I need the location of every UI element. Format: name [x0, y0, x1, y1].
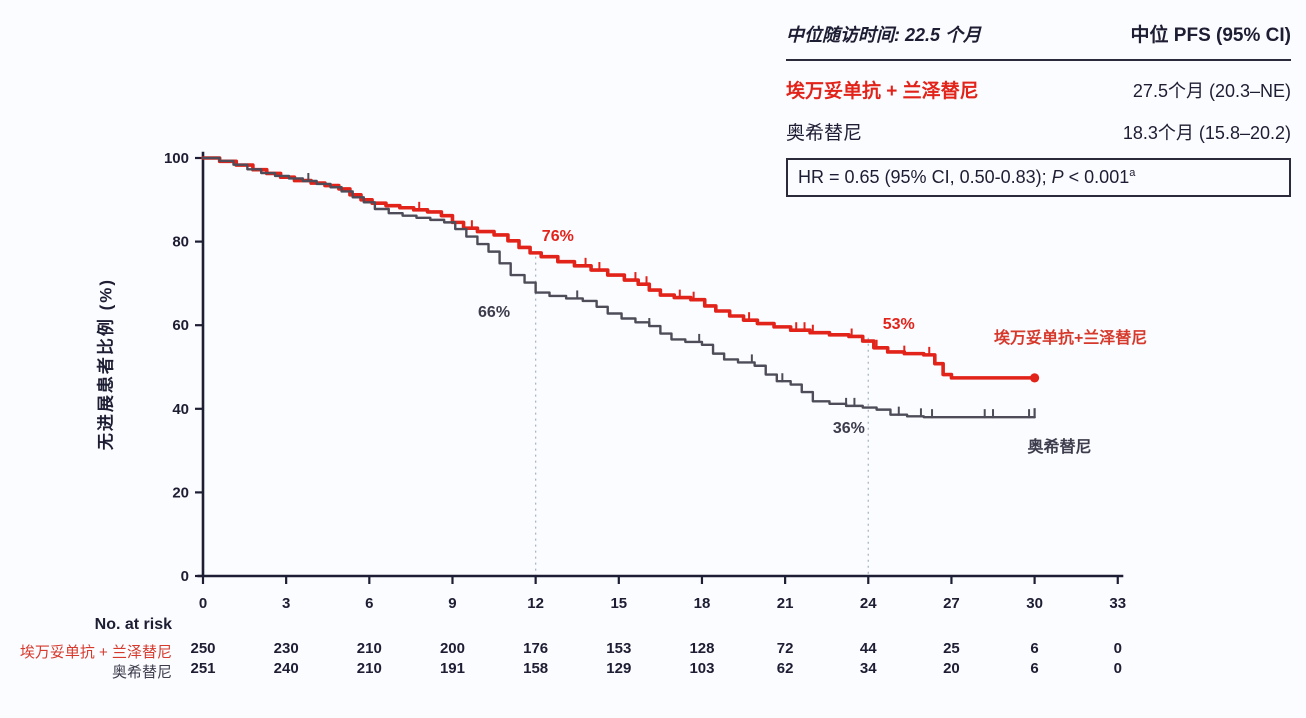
at-risk-value: 25 — [943, 640, 960, 657]
at-risk-value: 210 — [356, 660, 382, 677]
at-risk-value: 230 — [273, 640, 299, 657]
at-risk-value: 200 — [439, 640, 465, 657]
landmark-12m-ami-laz: 76% — [541, 227, 574, 245]
x-tick-label: 3 — [282, 595, 290, 612]
landmark-12m-osimertinib: 66% — [478, 304, 511, 322]
summary-header: 中位随访时间: 22.5 个月 中位 PFS (95% CI) — [786, 20, 1291, 61]
at-risk-label-ami-laz: 埃万妥单抗 + 兰泽替尼 — [19, 644, 172, 661]
at-risk-value: 240 — [273, 660, 299, 677]
at-risk-value: 0 — [1113, 660, 1122, 677]
at-risk-value: 72 — [776, 640, 794, 657]
summary-row-ami-laz: 埃万妥单抗 + 兰泽替尼 27.5个月 (20.3–NE) — [786, 76, 1291, 103]
at-risk-value: 128 — [689, 640, 715, 657]
y-tick-label: 20 — [172, 484, 189, 501]
hr-footnote-marker: a — [1129, 167, 1136, 179]
y-tick-label: 60 — [172, 317, 189, 334]
landmark-24m-ami-laz: 53% — [882, 316, 915, 334]
median-pfs-header: 中位 PFS (95% CI) — [1130, 25, 1291, 46]
at-risk-value: 191 — [439, 660, 465, 677]
at-risk-value: 210 — [356, 640, 382, 657]
at-risk-value: 44 — [859, 640, 877, 657]
x-tick-label: 12 — [527, 595, 544, 612]
at-risk-value: 153 — [606, 640, 632, 657]
x-tick-label: 21 — [777, 595, 794, 612]
curve-label-ami-laz: 埃万妥单抗+兰泽替尼 — [993, 330, 1148, 348]
x-tick-label: 27 — [943, 595, 960, 612]
at-risk-value: 0 — [1113, 640, 1122, 657]
km-curve-osimertinib — [201, 156, 1036, 419]
x-tick-label: 9 — [448, 595, 456, 612]
treatment-name-ami-laz: 埃万妥单抗 + 兰泽替尼 — [786, 81, 979, 102]
x-tick-label: 0 — [199, 595, 207, 612]
x-tick-label: 18 — [694, 595, 711, 612]
y-tick-label: 80 — [172, 234, 189, 251]
treatment-pfs-osimertinib: 18.3个月 (15.8–20.2) — [1122, 123, 1291, 143]
at-risk-value: 34 — [859, 660, 877, 677]
at-risk-value: 6 — [1030, 640, 1039, 657]
treatment-name-osimertinib: 奥希替尼 — [786, 123, 863, 144]
summary-row-osimertinib: 奥希替尼 18.3个月 (15.8–20.2) — [786, 118, 1291, 145]
curve-label-osimertinib: 奥希替尼 — [1027, 439, 1092, 457]
x-tick-label: 33 — [1109, 595, 1126, 612]
at-risk-header: No. at risk — [94, 616, 172, 633]
x-tick-label: 30 — [1026, 595, 1043, 612]
y-axis-title: 无进展患者比例 (%) — [96, 277, 116, 451]
y-tick-label: 40 — [172, 401, 189, 418]
at-risk-value: 103 — [689, 660, 715, 677]
summary-panel: 中位随访时间: 22.5 个月 中位 PFS (95% CI) 埃万妥单抗 + … — [786, 20, 1291, 197]
at-risk-value: 251 — [190, 660, 216, 677]
at-risk-value: 129 — [606, 660, 632, 677]
at-risk-value: 176 — [523, 640, 549, 657]
y-tick-label: 100 — [164, 150, 189, 167]
at-risk-value: 20 — [943, 660, 960, 677]
landmark-24m-osimertinib: 36% — [832, 419, 865, 437]
x-tick-label: 24 — [860, 595, 877, 612]
treatment-pfs-ami-laz: 27.5个月 (20.3–NE) — [1132, 81, 1291, 101]
curve-end-dot — [1030, 373, 1040, 383]
y-tick-label: 0 — [181, 568, 189, 585]
x-tick-label: 15 — [610, 595, 627, 612]
hr-p-symbol: P — [1051, 167, 1064, 187]
at-risk-value: 62 — [776, 660, 794, 677]
median-followup-label: 中位随访时间: 22.5 个月 — [786, 25, 982, 45]
x-tick-label: 6 — [365, 595, 373, 612]
at-risk-value: 6 — [1030, 660, 1039, 677]
hr-text: HR = 0.65 (95% CI, 0.50-0.83); — [798, 167, 1052, 187]
at-risk-label-osimertinib: 奥希替尼 — [111, 664, 172, 681]
at-risk-value: 158 — [523, 660, 549, 677]
hazard-ratio-box: HR = 0.65 (95% CI, 0.50-0.83); P < 0.001… — [786, 158, 1291, 197]
at-risk-value: 250 — [190, 640, 216, 657]
hr-p-value: < 0.001 — [1063, 167, 1130, 187]
